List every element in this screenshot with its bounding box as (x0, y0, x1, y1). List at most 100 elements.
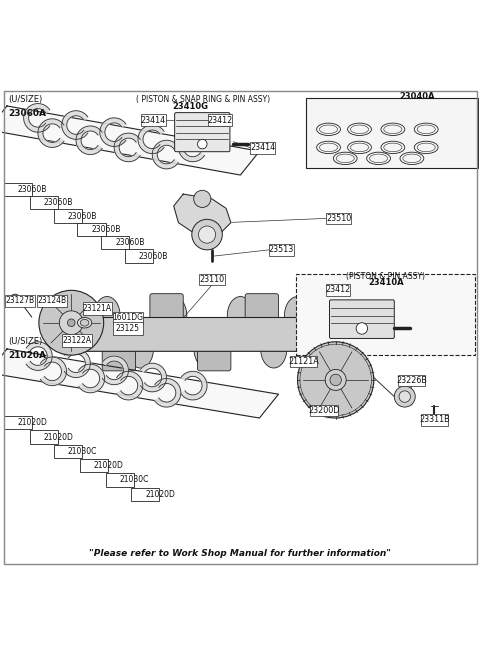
Text: 23121A: 23121A (83, 304, 112, 313)
FancyBboxPatch shape (102, 339, 135, 371)
Ellipse shape (161, 297, 187, 335)
FancyBboxPatch shape (251, 141, 275, 154)
Text: 23110: 23110 (200, 275, 225, 284)
Text: 23414: 23414 (250, 143, 276, 153)
FancyBboxPatch shape (113, 312, 143, 324)
Text: 21121A: 21121A (288, 357, 319, 366)
FancyBboxPatch shape (74, 318, 359, 351)
FancyBboxPatch shape (199, 274, 225, 285)
FancyBboxPatch shape (113, 322, 143, 335)
Text: (U/SIZE): (U/SIZE) (8, 337, 42, 346)
Text: 23410G: 23410G (172, 102, 208, 111)
Text: 21020D: 21020D (44, 432, 73, 441)
Polygon shape (64, 349, 90, 377)
Text: 23414: 23414 (141, 116, 166, 124)
FancyBboxPatch shape (245, 293, 278, 325)
FancyBboxPatch shape (4, 183, 32, 196)
Circle shape (60, 311, 83, 335)
Polygon shape (40, 357, 67, 386)
FancyBboxPatch shape (54, 210, 82, 223)
FancyBboxPatch shape (207, 114, 232, 126)
Text: (U/SIZE): (U/SIZE) (8, 94, 42, 103)
Polygon shape (102, 356, 129, 384)
FancyBboxPatch shape (421, 414, 448, 426)
Polygon shape (174, 194, 231, 234)
FancyBboxPatch shape (268, 244, 294, 255)
Circle shape (298, 342, 374, 418)
Text: 23060B: 23060B (68, 212, 97, 221)
Polygon shape (179, 133, 204, 162)
FancyBboxPatch shape (106, 474, 134, 487)
Circle shape (192, 219, 222, 250)
FancyBboxPatch shape (125, 250, 153, 263)
Ellipse shape (80, 320, 89, 326)
Polygon shape (76, 126, 102, 155)
FancyBboxPatch shape (80, 459, 108, 472)
Text: 21020D: 21020D (145, 490, 175, 498)
Polygon shape (38, 119, 64, 147)
FancyBboxPatch shape (132, 487, 159, 501)
Text: 21030C: 21030C (68, 447, 97, 456)
Text: 21020A: 21020A (8, 351, 46, 360)
Circle shape (198, 140, 207, 149)
Text: 23122A: 23122A (62, 336, 92, 345)
Ellipse shape (228, 297, 253, 335)
FancyBboxPatch shape (325, 213, 351, 224)
FancyBboxPatch shape (290, 356, 317, 367)
Text: "Please refer to Work Shop Manual for further information": "Please refer to Work Shop Manual for fu… (89, 550, 391, 558)
Polygon shape (181, 371, 207, 400)
Circle shape (198, 226, 216, 243)
Circle shape (194, 191, 211, 208)
Text: 23311B: 23311B (419, 415, 450, 424)
Ellipse shape (194, 330, 220, 368)
Polygon shape (24, 103, 50, 132)
Text: 23060B: 23060B (17, 185, 47, 194)
Text: 23124B: 23124B (37, 296, 67, 305)
Text: 23060B: 23060B (91, 225, 120, 234)
Ellipse shape (94, 297, 120, 335)
Text: 23200D: 23200D (308, 406, 340, 415)
FancyBboxPatch shape (325, 284, 350, 295)
Text: 23040A: 23040A (399, 92, 434, 102)
Ellipse shape (285, 297, 311, 335)
Polygon shape (79, 364, 105, 393)
Text: ( PISTON & SNAP RING & PIN ASSY): ( PISTON & SNAP RING & PIN ASSY) (135, 95, 270, 104)
FancyBboxPatch shape (141, 114, 166, 126)
Circle shape (68, 319, 75, 327)
FancyBboxPatch shape (30, 430, 58, 443)
Polygon shape (152, 140, 179, 169)
Circle shape (399, 391, 410, 402)
FancyBboxPatch shape (5, 295, 35, 307)
Circle shape (325, 369, 346, 390)
Text: 23412: 23412 (325, 286, 351, 294)
FancyBboxPatch shape (329, 300, 394, 339)
FancyBboxPatch shape (30, 196, 58, 210)
Text: 23125: 23125 (116, 324, 140, 333)
Text: 23060B: 23060B (139, 252, 168, 261)
Circle shape (394, 386, 415, 407)
Ellipse shape (261, 330, 287, 368)
FancyBboxPatch shape (296, 274, 475, 355)
Text: 23412: 23412 (207, 116, 232, 124)
Text: 21020D: 21020D (17, 419, 48, 427)
Text: 1601DG: 1601DG (112, 314, 144, 322)
Circle shape (330, 374, 341, 386)
FancyBboxPatch shape (83, 302, 112, 314)
Text: 21020D: 21020D (94, 461, 123, 470)
Circle shape (356, 323, 368, 334)
Text: (PISTON & PIN ASSY): (PISTON & PIN ASSY) (346, 272, 425, 280)
Text: 23060B: 23060B (44, 198, 73, 207)
Polygon shape (138, 125, 164, 154)
FancyBboxPatch shape (37, 295, 67, 307)
Polygon shape (26, 342, 52, 370)
FancyBboxPatch shape (54, 445, 82, 458)
FancyBboxPatch shape (198, 339, 231, 371)
Text: 23060A: 23060A (8, 109, 46, 119)
FancyBboxPatch shape (175, 113, 230, 152)
Polygon shape (155, 379, 181, 407)
Text: 23410A: 23410A (368, 278, 404, 287)
Polygon shape (117, 371, 143, 400)
Text: 23226B: 23226B (396, 376, 427, 385)
Circle shape (10, 294, 20, 304)
Text: 23513: 23513 (269, 246, 294, 254)
